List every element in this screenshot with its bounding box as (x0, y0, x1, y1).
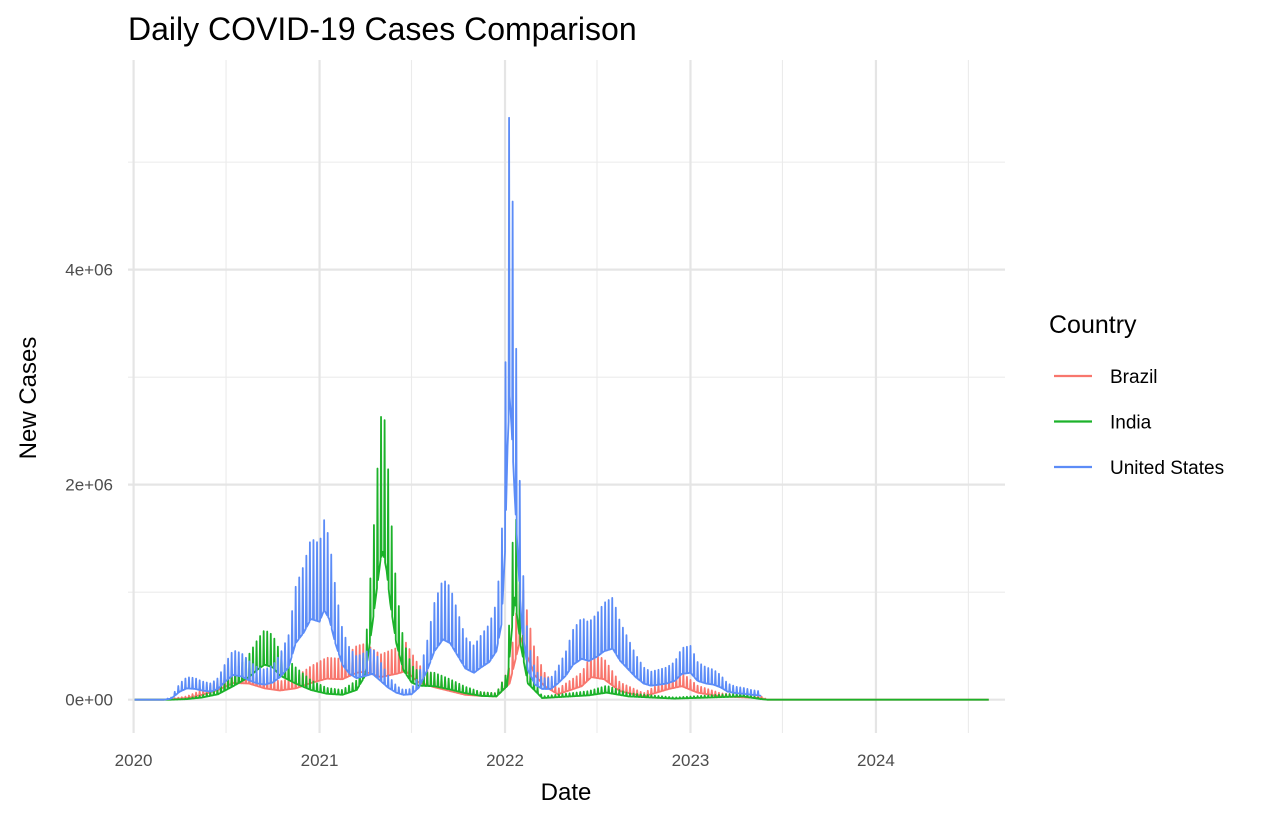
x-tick-label: 2020 (115, 751, 153, 770)
legend: Country Brazil India United States (1049, 311, 1224, 479)
legend-label: United States (1110, 458, 1224, 479)
legend-label: Brazil (1110, 367, 1158, 388)
legend-label: India (1110, 413, 1152, 434)
y-axis-title: New Cases (15, 337, 42, 460)
y-tick-label: 4e+06 (65, 261, 113, 280)
x-axis: 2020 2021 2022 2023 2024 (115, 751, 895, 770)
y-tick-label: 0e+00 (65, 691, 113, 710)
chart-title: Daily COVID-19 Cases Comparison (128, 11, 637, 47)
y-axis: 0e+00 2e+06 4e+06 (65, 261, 113, 710)
series-line-india (134, 416, 990, 701)
plot-area (134, 116, 990, 701)
x-tick-label: 2024 (857, 751, 895, 770)
grid-lines (128, 60, 1005, 733)
x-tick-label: 2021 (301, 751, 339, 770)
y-tick-label: 2e+06 (65, 476, 113, 495)
legend-title: Country (1049, 311, 1137, 339)
x-tick-label: 2022 (486, 751, 524, 770)
x-tick-label: 2023 (672, 751, 710, 770)
x-axis-title: Date (541, 779, 592, 806)
series-line-united-states (134, 116, 762, 701)
